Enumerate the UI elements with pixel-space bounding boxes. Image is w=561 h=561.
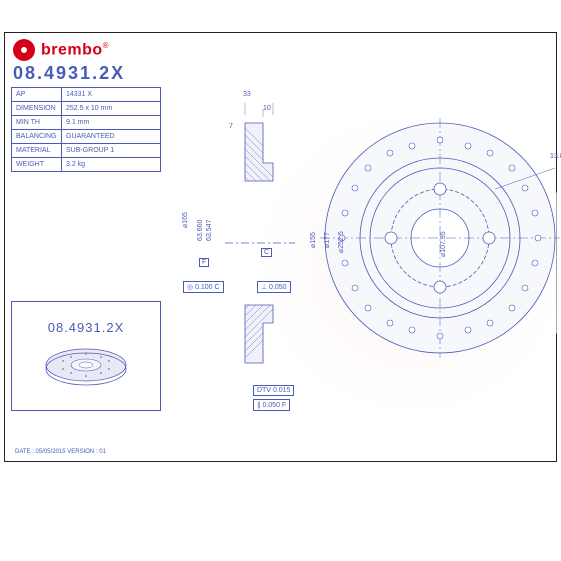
part-number: 08.4931.2X xyxy=(13,63,125,84)
dim-33: 33 xyxy=(243,91,251,98)
spec-label: DIMENSION xyxy=(12,102,62,116)
table-row: AP14331 X xyxy=(12,88,161,102)
table-row: DIMENSION252.5 x 10 mm xyxy=(12,102,161,116)
thumbnail-partno: 08.4931.2X xyxy=(48,320,125,335)
brembo-logo-icon xyxy=(13,39,35,61)
tol-0050: ⊥ 0.050 xyxy=(257,281,291,293)
drawing-sheet: brembo® 08.4931.2X AP14331 X DIMENSION25… xyxy=(4,32,557,462)
version-line: DATE : 05/05/2015 VERSION : 01 xyxy=(15,449,106,455)
spec-label: WEIGHT xyxy=(12,158,62,172)
spec-label: BALANCING xyxy=(12,130,62,144)
spec-label: AP xyxy=(12,88,62,102)
spec-label: MATERIAL xyxy=(12,144,62,158)
tol-0050f: ∥ 0.050 F xyxy=(253,399,290,411)
dim-165: ⌀165 xyxy=(181,212,189,228)
spec-value: SUB-GROUP 1 xyxy=(62,144,161,158)
dim-10795: ⌀107.95 xyxy=(439,231,447,257)
tol-dtv: DTV 0.015 xyxy=(253,385,294,396)
technical-drawing: 33 10 7 13.8(x4) ⌀165 63.660 63.547 ⌀155… xyxy=(165,63,553,443)
section-view xyxy=(215,103,305,383)
tol-c-box: C xyxy=(261,248,272,257)
brand-row: brembo® xyxy=(13,39,109,61)
table-row: BALANCINGGUARANTEED xyxy=(12,130,161,144)
dim-hole: 13.8(x4) xyxy=(550,153,561,160)
spec-value: 252.5 x 10 mm xyxy=(62,102,161,116)
dim-6354: 63.547 xyxy=(206,220,213,241)
dim-177: ⌀177 xyxy=(323,232,331,248)
dim-7: 7 xyxy=(229,123,233,130)
spec-value: GUARANTEED xyxy=(62,130,161,144)
dim-10: 10 xyxy=(263,105,271,112)
spec-value: 9.1 mm xyxy=(62,116,161,130)
dim-252: ⌀252.5 xyxy=(337,231,345,253)
spec-value: 3.2 kg xyxy=(62,158,161,172)
tol-0100: ◎ 0.100 C xyxy=(183,281,224,293)
spec-value: 14331 X xyxy=(62,88,161,102)
dim-6366: 63.660 xyxy=(197,220,204,241)
table-row: MATERIALSUB-GROUP 1 xyxy=(12,144,161,158)
thumbnail-box: 08.4931.2X xyxy=(11,301,161,411)
spec-label: MIN TH xyxy=(12,116,62,130)
spec-table: AP14331 X DIMENSION252.5 x 10 mm MIN TH9… xyxy=(11,87,161,172)
table-row: WEIGHT3.2 kg xyxy=(12,158,161,172)
brand-name: brembo® xyxy=(41,41,109,59)
dim-155: ⌀155 xyxy=(309,232,317,248)
table-row: MIN TH9.1 mm xyxy=(12,116,161,130)
disc-3d-icon xyxy=(41,343,131,393)
tol-f-box: F xyxy=(199,258,209,267)
